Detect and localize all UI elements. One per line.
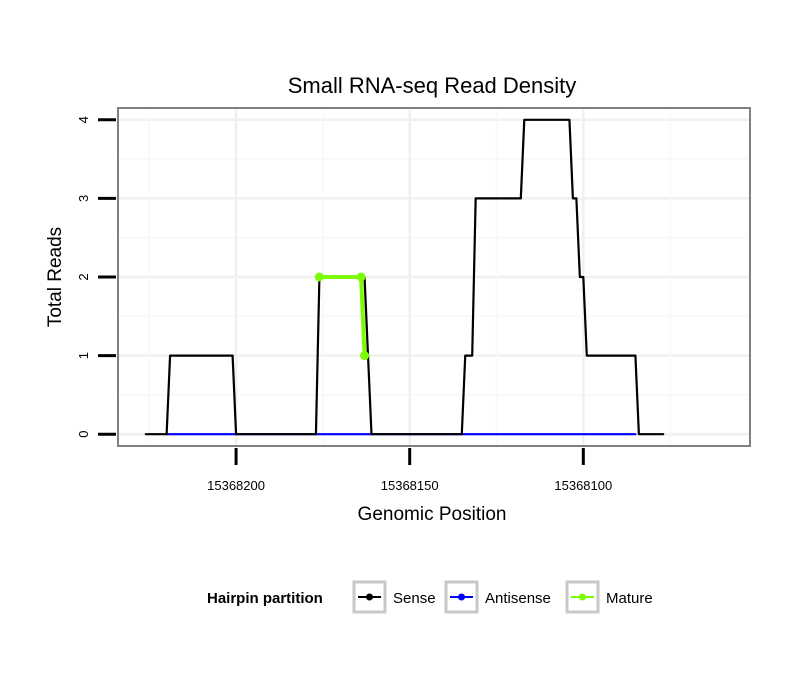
legend-item-mature: Mature xyxy=(565,580,653,614)
legend-item-sense: Sense xyxy=(352,580,436,614)
x-tick-label: 15368100 xyxy=(554,478,612,493)
legend-label-sense: Sense xyxy=(393,590,436,607)
legend-title: Hairpin partition xyxy=(207,590,323,607)
legend-key-point xyxy=(366,593,373,601)
chart-title: Small RNA-seq Read Density xyxy=(288,73,577,98)
plot-panel-border xyxy=(117,107,751,447)
legend-key-point xyxy=(458,593,465,601)
y-tick-label: 2 xyxy=(76,273,91,280)
series-line-sense xyxy=(144,118,665,436)
x-tick-label: 15368200 xyxy=(207,478,265,493)
legend-label-mature: Mature xyxy=(606,590,653,607)
y-axis-title: Total Reads xyxy=(45,227,66,327)
series-mature xyxy=(314,272,370,361)
y-tick-label: 4 xyxy=(76,116,91,123)
y-tick-label: 3 xyxy=(76,195,91,202)
x-axis: 15368200 15368150 15368100 xyxy=(207,448,612,493)
series-point-mature xyxy=(314,272,324,282)
series-sense xyxy=(144,118,665,436)
series-point-mature xyxy=(356,272,366,282)
legend-key-point xyxy=(579,593,586,601)
y-axis: 0 1 2 3 4 xyxy=(76,116,116,438)
legend-item-antisense: Antisense xyxy=(444,580,551,614)
y-tick-label: 0 xyxy=(76,431,91,438)
x-tick-label: 15368150 xyxy=(381,478,439,493)
plot-grid xyxy=(118,108,750,446)
y-tick-label: 1 xyxy=(76,352,91,359)
legend-label-antisense: Antisense xyxy=(485,590,551,607)
series-layer xyxy=(144,118,665,436)
x-axis-title: Genomic Position xyxy=(358,504,507,525)
series-point-mature xyxy=(360,351,370,361)
legend: Hairpin partition Sense Antisense Mature xyxy=(207,580,653,614)
